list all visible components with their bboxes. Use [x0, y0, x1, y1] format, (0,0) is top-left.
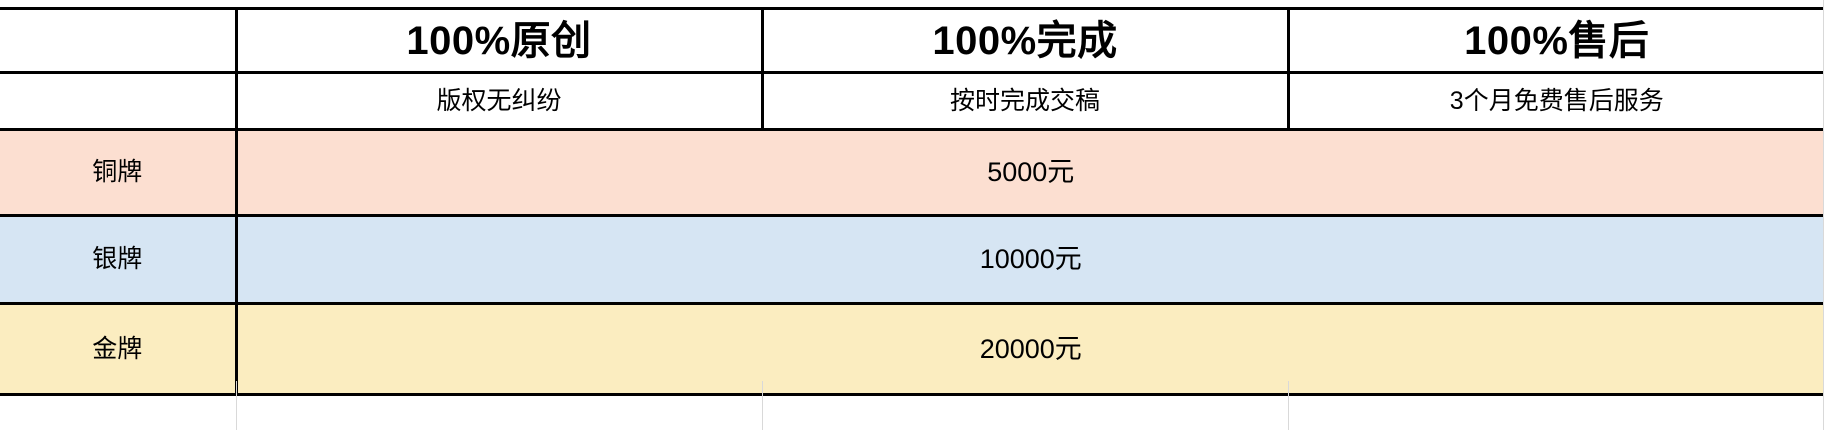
- feature-title-aftersales: 100%售后: [1286, 7, 1824, 74]
- header-corner-cell-secondary: [0, 71, 238, 131]
- feature-title-original: 100%原创: [234, 7, 764, 74]
- feature-desc-completion: 按时完成交稿: [760, 71, 1290, 131]
- pricing-table: 100%原创 100%完成 100%售后 版权无纠纷 按时完成交稿 3个月免费售…: [0, 7, 1824, 396]
- feature-desc-aftersales: 3个月免费售后服务: [1286, 71, 1824, 131]
- tier-price-bronze: 5000元: [234, 128, 1824, 217]
- tier-label-silver: 银牌: [0, 214, 238, 305]
- tier-price-gold: 20000元: [234, 302, 1824, 396]
- feature-title-completion: 100%完成: [760, 7, 1290, 74]
- header-corner-cell: [0, 7, 238, 74]
- ghost-gridline-right: [1288, 381, 1289, 430]
- ghost-gridline-left: [236, 381, 237, 430]
- ghost-gridline-middle: [762, 381, 763, 430]
- table-row-feature-descriptions: 版权无纠纷 按时完成交稿 3个月免费售后服务: [0, 71, 1824, 131]
- tier-label-gold: 金牌: [0, 302, 238, 396]
- table-row-tier-gold: 金牌 20000元: [0, 302, 1824, 396]
- table-row-tier-silver: 银牌 10000元: [0, 214, 1824, 305]
- tier-label-bronze: 铜牌: [0, 128, 238, 217]
- tier-price-silver: 10000元: [234, 214, 1824, 305]
- feature-desc-original: 版权无纠纷: [234, 71, 764, 131]
- table-row-feature-titles: 100%原创 100%完成 100%售后: [0, 7, 1824, 74]
- table-row-tier-bronze: 铜牌 5000元: [0, 128, 1824, 217]
